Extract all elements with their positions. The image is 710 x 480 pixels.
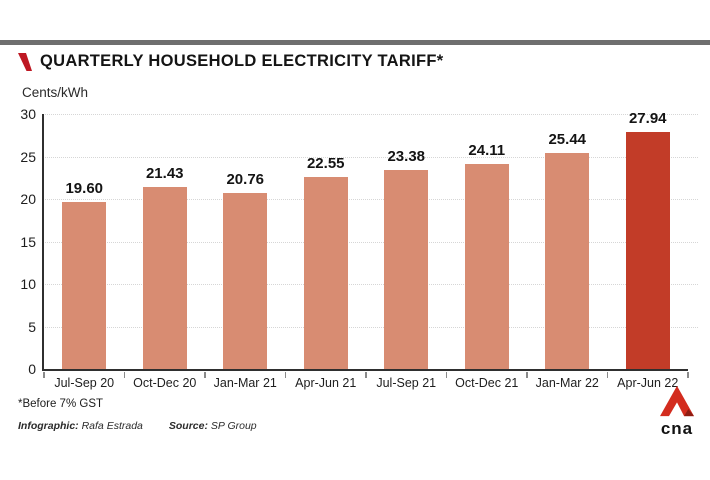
y-tick-label: 10 (20, 276, 36, 292)
bar-value-label: 20.76 (226, 170, 265, 188)
y-tick-label: 20 (20, 191, 36, 207)
bar-Jul-Sep 21 (384, 170, 429, 369)
infographic-credit-label: Infographic: (18, 420, 79, 432)
bar-value-label: 25.44 (548, 130, 587, 148)
x-tick-label: Jul-Sep 21 (376, 376, 437, 390)
top-divider-bar (0, 40, 710, 45)
bar-value-label: 27.94 (628, 109, 667, 127)
cna-logo-wordmark: cna (660, 419, 694, 438)
x-tick-label: Oct-Dec 20 (133, 376, 197, 390)
y-axis-units-label: Cents/kWh (22, 85, 89, 100)
red-slash-mark-icon (18, 52, 32, 71)
y-tick-label: 0 (28, 361, 36, 377)
x-tick-label: Jan-Mar 21 (213, 376, 277, 390)
x-axis-tick (123, 372, 126, 378)
bar-Jan-Mar 21 (223, 192, 268, 369)
x-axis-tick (526, 372, 528, 378)
gridline (45, 241, 698, 243)
bar-value-label: 24.11 (468, 142, 506, 160)
source-credit-name: SP Group (210, 420, 257, 432)
x-tick-label: Apr-Jun 21 (295, 376, 357, 390)
credits: Infographic: Rafa Estrada Source: SP Gro… (18, 420, 257, 432)
y-tick-label: 30 (20, 106, 36, 122)
x-axis-tick (284, 372, 287, 378)
bar-value-label: 21.43 (145, 164, 184, 182)
bar-value-label: 19.60 (65, 180, 104, 198)
bar-Jan-Mar 22 (545, 152, 590, 369)
footnote: *Before 7% GST (18, 398, 104, 410)
x-axis-tick (606, 372, 609, 378)
bar-Jul-Sep 20 (62, 202, 107, 369)
x-tick-label: Apr-Jun 22 (617, 376, 679, 390)
gridline (45, 156, 698, 158)
bar-Apr-Jun 21 (303, 177, 348, 369)
bar-Apr-Jun 22 (625, 131, 670, 369)
x-axis-tick (43, 372, 45, 378)
gridline (45, 114, 698, 115)
source-credit-label: Source: (168, 420, 208, 432)
gridline (45, 284, 698, 285)
header: QUARTERLY HOUSEHOLD ELECTRICITY TARIFF* (18, 52, 443, 71)
infographic-credit: Infographic: Rafa Estrada (18, 420, 143, 432)
bar-value-label: 23.38 (387, 148, 426, 166)
gridline (45, 199, 698, 200)
x-tick-label: Jan-Mar 22 (535, 376, 599, 390)
bar-Oct-Dec 20 (142, 186, 187, 369)
x-tick-label: Jul-Sep 20 (54, 376, 115, 390)
bar-value-label: 22.55 (306, 155, 345, 173)
y-tick-label: 25 (20, 148, 36, 165)
x-axis-tick (365, 372, 367, 378)
cna-logo: cna (652, 385, 702, 437)
cna-logo-triangle-icon (660, 385, 694, 417)
y-tick-label: 15 (20, 233, 36, 250)
plot-area: 19.60 Jul-Sep 20 21.43 Oct-Dec 20 20.76 Jan-M… (42, 110, 698, 390)
bar-Oct-Dec 21 (464, 164, 509, 369)
y-tick-label: 5 (28, 318, 36, 335)
x-axis-tick (445, 372, 448, 378)
source-credit: Source: SP Group (169, 420, 257, 432)
x-axis-tick (204, 372, 206, 378)
x-tick-label: Oct-Dec 21 (455, 376, 519, 390)
x-axis-tick (687, 372, 689, 378)
infographic-credit-name: Rafa Estrada (81, 420, 143, 432)
gridline (45, 326, 698, 328)
page-title: QUARTERLY HOUSEHOLD ELECTRICITY TARIFF* (40, 52, 444, 70)
